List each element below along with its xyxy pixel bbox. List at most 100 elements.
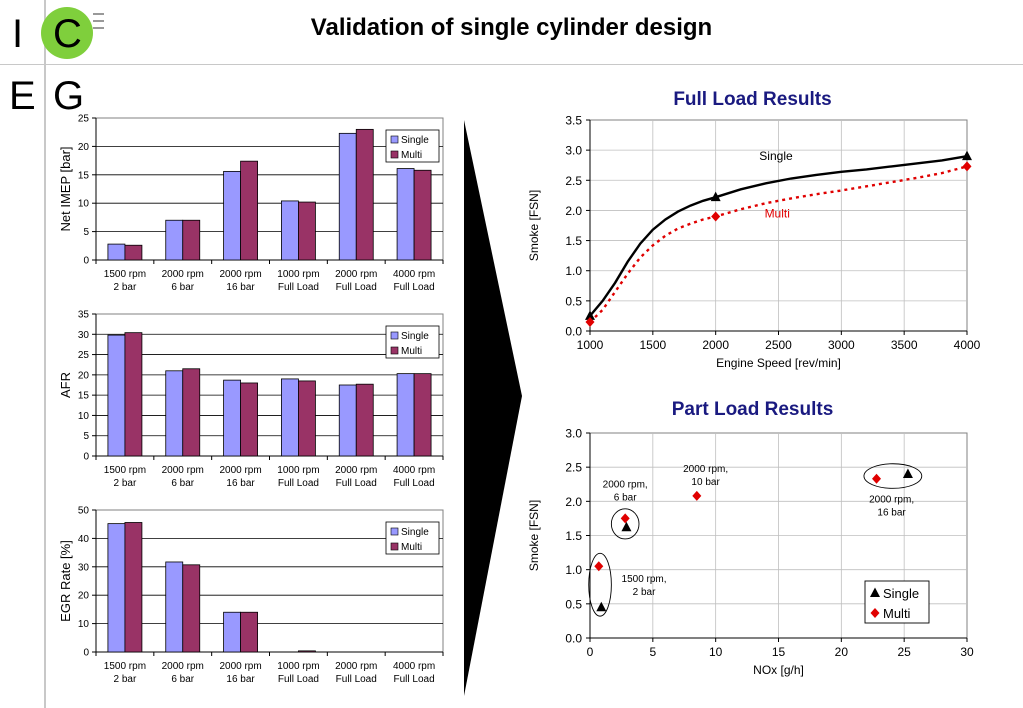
multi-bar xyxy=(240,611,258,653)
x-tick-label: 16 bar xyxy=(226,674,255,685)
arrow-shape xyxy=(464,120,522,696)
x-tick-label: 2000 rpm xyxy=(335,661,377,672)
legend-multi-marker xyxy=(870,608,880,618)
x-tick-label: 6 bar xyxy=(171,478,194,489)
multi-bar xyxy=(355,383,374,457)
logo-divider-vertical xyxy=(44,0,46,708)
multi-bar xyxy=(298,380,316,457)
single-bar xyxy=(396,373,415,457)
y-axis-label: Smoke [FSN] xyxy=(527,500,541,571)
y-tick-label: 30 xyxy=(78,562,90,573)
x-tick-label: 1000 rpm xyxy=(277,269,319,280)
part-load-chart-title: Part Load Results xyxy=(671,399,834,420)
single-bar xyxy=(107,523,126,653)
x-tick-label: 1500 rpm xyxy=(104,661,146,672)
point-annotation: 6 bar xyxy=(614,493,637,504)
x-tick-label: 1000 rpm xyxy=(277,465,319,476)
y-tick-label: 3.0 xyxy=(565,427,582,441)
point-annotation: 2000 rpm, xyxy=(603,480,648,491)
logo-letter-c: C xyxy=(53,12,82,56)
single-series-label: Single xyxy=(759,149,793,163)
single-point xyxy=(621,521,632,532)
x-tick-label: Full Load xyxy=(278,282,319,293)
x-tick-label: 1000 xyxy=(577,338,604,352)
logo-green-circle xyxy=(41,7,104,59)
legend-single-marker xyxy=(870,587,880,597)
full-load-chart-title: Full Load Results xyxy=(673,89,832,110)
x-tick-label: 5 xyxy=(649,645,656,659)
logo-letter-e: E xyxy=(9,74,36,118)
y-tick-label: 1.0 xyxy=(565,264,582,278)
multi-series-label: Multi xyxy=(765,206,790,220)
legend-label: Multi xyxy=(401,542,422,553)
legend-swatch xyxy=(390,331,399,340)
single-bar xyxy=(338,384,357,457)
y-tick-label: 2.0 xyxy=(565,204,582,218)
y-axis-label: Smoke [FSN] xyxy=(527,190,541,261)
x-tick-label: 6 bar xyxy=(171,282,194,293)
y-axis-label: AFR xyxy=(58,372,73,398)
multi-bar xyxy=(124,332,143,457)
y-axis-label: Net IMEP [bar] xyxy=(58,146,73,231)
multi-point xyxy=(692,490,702,501)
y-tick-label: 2.5 xyxy=(565,461,582,475)
x-tick-label: Full Load xyxy=(278,478,319,489)
multi-point xyxy=(962,161,972,172)
x-tick-label: 2000 rpm xyxy=(219,661,261,672)
legend-swatch xyxy=(390,346,399,355)
y-tick-label: 3.0 xyxy=(565,144,582,158)
multi-bar xyxy=(182,219,201,261)
net-imep-bar-chart: 0 5 10 15 20 25 1500 rpm 2 bar 2000 rpm 6 bar 2000… xyxy=(58,114,444,293)
y-tick-label: 1.0 xyxy=(565,563,582,577)
legend-swatch xyxy=(390,542,399,551)
point-annotation: 2000 rpm, xyxy=(683,464,728,475)
x-tick-label: Full Load xyxy=(336,478,377,489)
x-tick-label: 3000 xyxy=(828,338,855,352)
single-bar xyxy=(281,378,299,457)
y-tick-label: 30 xyxy=(78,330,90,341)
x-tick-label: 4000 xyxy=(954,338,981,352)
multi-point xyxy=(620,513,630,524)
x-tick-label: 2 bar xyxy=(114,674,137,685)
x-tick-label: Full Load xyxy=(336,282,377,293)
x-tick-label: 2000 rpm xyxy=(162,269,204,280)
y-tick-label: 1.5 xyxy=(565,529,582,543)
group-ellipse xyxy=(588,552,612,617)
x-tick-label: 15 xyxy=(772,645,786,659)
x-axis-label: NOx [g/h] xyxy=(753,663,804,677)
y-tick-label: 40 xyxy=(78,534,90,545)
legend-label: Single xyxy=(401,527,429,538)
x-axis-label: Engine Speed [rev/min] xyxy=(716,356,841,370)
x-tick-label: 2500 xyxy=(765,338,792,352)
multi-bar xyxy=(124,244,143,261)
y-tick-label: 50 xyxy=(78,506,90,517)
y-tick-label: 0 xyxy=(83,648,89,659)
x-tick-label: 2000 rpm xyxy=(335,465,377,476)
x-tick-label: 2000 xyxy=(702,338,729,352)
single-bar xyxy=(281,200,299,261)
y-tick-label: 1.5 xyxy=(565,234,582,248)
single-bar xyxy=(107,334,126,457)
multi-point xyxy=(872,473,882,484)
multi-bar xyxy=(240,382,258,457)
x-tick-label: 4000 rpm xyxy=(393,661,435,672)
single-bar xyxy=(165,219,184,261)
x-tick-label: 2000 rpm xyxy=(335,269,377,280)
logo-divider-horizontal xyxy=(0,64,1023,65)
legend-swatch xyxy=(390,135,399,144)
plot-area xyxy=(95,509,444,653)
x-tick-label: 10 xyxy=(709,645,723,659)
legend-swatch xyxy=(390,150,399,159)
egr-rate-bar-chart: 0 10 20 30 40 50 1500 rpm 2 bar 2000 rpm 6 bar 200… xyxy=(58,506,444,685)
y-tick-label: 0.5 xyxy=(565,597,582,611)
y-tick-label: 0.5 xyxy=(565,294,582,308)
x-tick-label: 20 xyxy=(835,645,849,659)
single-bar xyxy=(338,132,357,261)
multi-bar xyxy=(413,373,432,457)
x-tick-label: 16 bar xyxy=(226,282,255,293)
plot-area xyxy=(95,117,444,261)
x-tick-label: 2000 rpm xyxy=(219,465,261,476)
single-point xyxy=(902,468,913,478)
x-tick-label: Full Load xyxy=(394,674,435,685)
